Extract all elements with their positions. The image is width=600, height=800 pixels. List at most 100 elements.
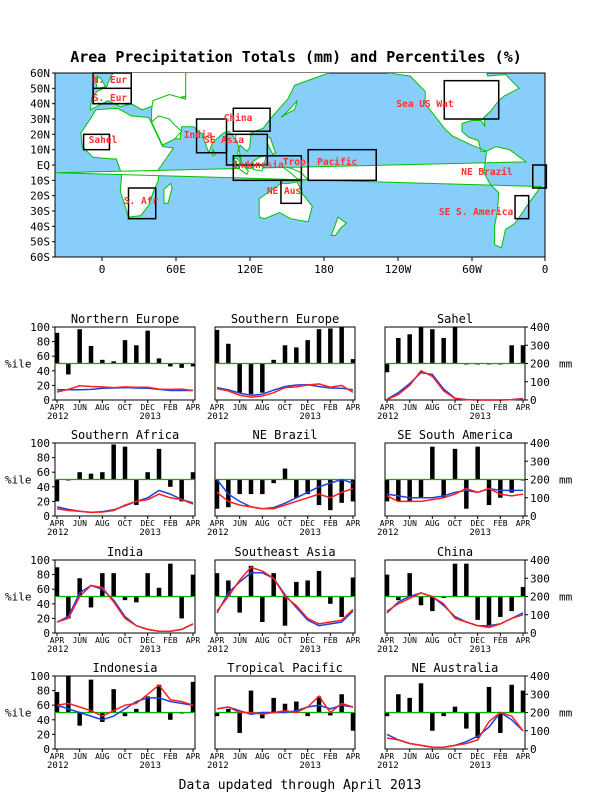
month-label: AUG (255, 752, 270, 761)
month-label: JUN (72, 752, 87, 761)
percentile-bar (509, 479, 514, 493)
year-label: 2012 (207, 761, 229, 771)
region-label: S. Eur (93, 93, 128, 104)
month-label: FEB (493, 403, 508, 412)
percentile-bar (260, 596, 265, 623)
month-label: APR (346, 636, 361, 645)
mm-tick-label: 0 (530, 743, 537, 756)
panel-title: Southern Africa (71, 428, 179, 442)
percentile-bar (396, 596, 401, 601)
month-label: FEB (163, 403, 178, 412)
percentile-bar (111, 573, 116, 597)
month-label: APR (516, 519, 531, 528)
region-label: Indonesia (232, 160, 284, 171)
continent-africa (80, 107, 175, 218)
percentile-bar (486, 596, 492, 626)
month-label: APR (346, 752, 361, 761)
region-box (280, 179, 303, 205)
continent-sumatra (232, 156, 249, 175)
percentile-bar (430, 596, 435, 612)
year-label: 2012 (47, 761, 69, 771)
month-label: APR (210, 636, 225, 645)
month-label: AUG (425, 519, 440, 528)
pct-tick-label: 20 (37, 728, 50, 741)
mm-tick-label: 200 (530, 474, 550, 487)
region-label: S. Afr (124, 196, 159, 207)
continent-asia (151, 73, 330, 163)
percentile-bar (156, 358, 162, 364)
lat-label: 10N (30, 144, 50, 157)
mm-tick-label: 400 (530, 554, 550, 567)
pct-tick-label: 60 (37, 466, 50, 479)
percentile-bar (452, 706, 458, 713)
lat-label: 60S (30, 251, 50, 264)
observed-precip-line (56, 493, 194, 514)
month-label: JUN (72, 636, 87, 645)
region-box (532, 164, 548, 189)
continent-japan (280, 100, 298, 118)
percentile-bar (407, 334, 412, 364)
percentile-bar (190, 574, 196, 597)
pct-tick-label: 100 (30, 321, 50, 334)
continent-uk (95, 75, 107, 89)
month-label: APR (380, 752, 395, 761)
percentile-bar (396, 337, 401, 364)
percentile-bar (520, 345, 526, 364)
year-label: 2013 (139, 528, 161, 538)
percentile-bar (486, 479, 492, 506)
percentile-bar (305, 479, 310, 495)
normal-precip-line (216, 383, 354, 397)
map-land (56, 73, 542, 249)
percentile-bar (430, 712, 435, 731)
month-label: DEC (300, 403, 315, 412)
percentile-bar (271, 697, 276, 713)
percentile-bar (168, 479, 173, 487)
percentile-bar (168, 712, 173, 720)
month-label: APR (210, 403, 225, 412)
month-label: APR (380, 519, 395, 528)
observed-precip-line (56, 584, 194, 632)
percentile-bar (214, 573, 220, 597)
month-label: FEB (323, 403, 338, 412)
percentile-bar (486, 686, 492, 713)
panel-sahel: Sahel 0 100 200 300 400 mm APR JUN AUG OCT DEC FEB AP… (377, 312, 573, 422)
lon-label: 180 (314, 263, 334, 276)
percentile-bar (441, 479, 446, 498)
mm-tick-label: 0 (530, 627, 537, 640)
month-label: OCT (278, 752, 293, 761)
figure-title: Area Precipitation Totals (mm) and Perce… (70, 48, 522, 66)
panel-title: Southeast Asia (234, 545, 335, 559)
month-label: FEB (493, 636, 508, 645)
percentile-bar (498, 712, 503, 733)
mm-axis-label: mm (559, 707, 573, 720)
percentile-bar (271, 573, 276, 597)
region-label: NE Brazil (461, 167, 513, 178)
year-label: 2012 (47, 412, 69, 422)
percentile-bar (520, 587, 526, 597)
percentile-bar (54, 332, 60, 364)
year-label: 2012 (47, 645, 69, 655)
month-label: JUN (232, 403, 247, 412)
region-label: Trop. Pacific (283, 157, 357, 168)
continent-arabia (150, 115, 183, 146)
lon-label: 60E (166, 263, 186, 276)
percentile-bar (237, 479, 242, 495)
month-label: FEB (493, 519, 508, 528)
region-box (443, 79, 500, 120)
mm-tick-label: 400 (530, 437, 550, 450)
panel-title: India (107, 545, 143, 559)
percentile-bar (134, 479, 139, 506)
lat-label: 40S (30, 220, 50, 233)
lat-label: 20S (30, 190, 50, 203)
percentile-bar (282, 596, 288, 626)
percentile-bar (418, 596, 424, 606)
percentile-bar (122, 340, 128, 364)
percentile-bar (498, 479, 503, 498)
percentile-bar (328, 328, 333, 364)
month-label: JUN (402, 752, 417, 761)
month-label: APR (346, 519, 361, 528)
pct-axis-label: %ile (5, 474, 32, 487)
region-box (232, 155, 303, 182)
world-map: 60N 50N 40N 30N 20N 10N EQ 10S 20S 30S 40S 50S 60S 0 6… (30, 67, 548, 276)
